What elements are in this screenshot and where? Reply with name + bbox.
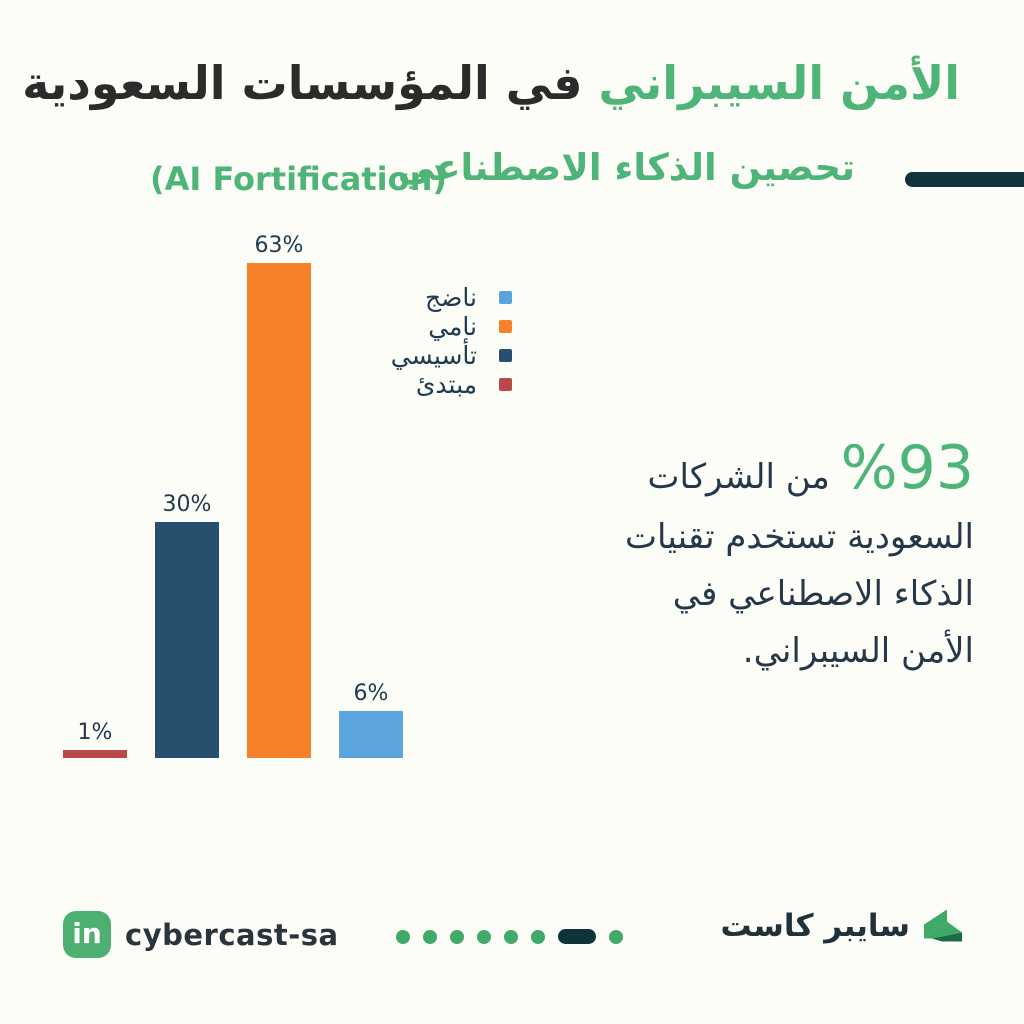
- brand-logo: سايبر كاست: [721, 908, 962, 944]
- bar-نامي: 63%: [247, 233, 311, 758]
- pagination-dot-active[interactable]: [558, 929, 596, 944]
- bar-rect: [155, 522, 219, 758]
- bar-value-label: 1%: [77, 720, 113, 745]
- bar-value-label: 30%: [162, 492, 212, 517]
- stat-number: %93: [840, 433, 974, 503]
- pagination-dot[interactable]: [531, 929, 545, 944]
- legend-label: تأسيسي: [390, 341, 477, 370]
- title-highlight: الأمن السيبراني: [598, 56, 960, 110]
- legend-item-نامي: نامي: [391, 312, 512, 341]
- legend-swatch: [499, 349, 512, 362]
- cybercast-logo-icon: [924, 909, 962, 942]
- carousel-pagination: [396, 929, 623, 944]
- legend-item-مبتدئ: مبتدئ: [391, 370, 512, 399]
- page-title: الأمن السيبراني في المؤسسات السعودية: [22, 56, 960, 110]
- legend-swatch: [499, 320, 512, 333]
- bar-value-label: 63%: [254, 233, 304, 258]
- bar-تأسيسي: 30%: [155, 233, 219, 758]
- decorative-dash: [905, 172, 1024, 187]
- legend-label: مبتدئ: [415, 370, 477, 399]
- linkedin-icon: in: [63, 911, 111, 958]
- linkedin-badge[interactable]: in cybercast-sa: [63, 911, 339, 958]
- legend-label: ناضج: [425, 283, 477, 312]
- bar-value-label: 6%: [353, 681, 389, 706]
- brand-name: سايبر كاست: [720, 908, 910, 944]
- subtitle-arabic: تحصين الذكاء الاصطناعي: [397, 146, 855, 189]
- stat-line-4: الأمن السيبراني.: [742, 631, 974, 671]
- stat-callout: %93 من الشركات السعودية تستخدم تقنيات الذ…: [534, 436, 974, 680]
- pagination-dot[interactable]: [450, 929, 464, 944]
- bar-chart: 6% 63% 30% 1%: [63, 233, 403, 758]
- stat-line-3: الذكاء الاصطناعي في: [672, 574, 974, 614]
- legend-label: نامي: [428, 312, 477, 341]
- pagination-dot[interactable]: [423, 929, 437, 944]
- bar-rect: [63, 750, 127, 758]
- legend-swatch: [499, 291, 512, 304]
- linkedin-icon-glyph: in: [72, 916, 102, 950]
- pagination-dot[interactable]: [504, 929, 518, 944]
- pagination-dot[interactable]: [396, 929, 410, 944]
- subtitle-english: (AI Fortification): [150, 160, 447, 198]
- pagination-dot[interactable]: [609, 929, 623, 944]
- bar-rect: [247, 263, 311, 758]
- bar-rect: [339, 711, 403, 758]
- stat-line-1-text: من الشركات: [647, 457, 830, 497]
- legend-item-تأسيسي: تأسيسي: [391, 341, 512, 370]
- stat-line-2: السعودية تستخدم تقنيات: [625, 517, 974, 557]
- legend-item-ناضج: ناضج: [391, 283, 512, 312]
- chart-legend: ناضج نامي تأسيسي مبتدئ: [391, 283, 512, 399]
- pagination-dot[interactable]: [477, 929, 491, 944]
- bar-ناضج: 6%: [339, 233, 403, 758]
- bar-مبتدئ: 1%: [63, 233, 127, 758]
- legend-swatch: [499, 378, 512, 391]
- stat-line-1: %93 من الشركات: [534, 436, 974, 509]
- title-rest: في المؤسسات السعودية: [22, 56, 583, 110]
- linkedin-handle: cybercast-sa: [125, 917, 339, 952]
